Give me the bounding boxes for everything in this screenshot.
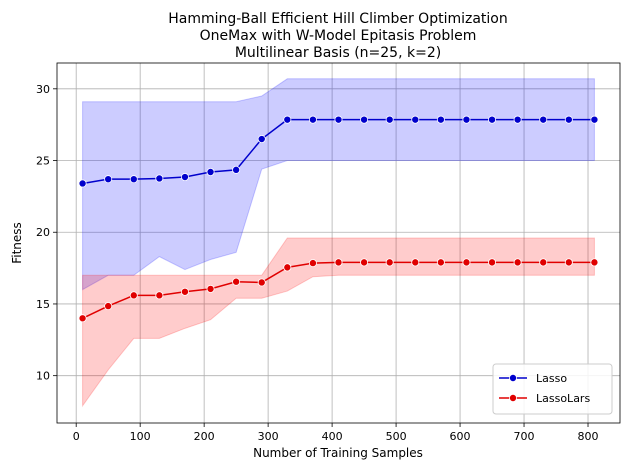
lasso-point bbox=[104, 175, 113, 184]
x-tick-label: 200 bbox=[194, 430, 215, 443]
lasso-point bbox=[129, 175, 138, 184]
lassolars-point bbox=[360, 258, 369, 267]
lassolars-point bbox=[385, 258, 394, 267]
title-line-1: Hamming-Ball Efficient Hill Climber Opti… bbox=[168, 11, 508, 27]
lassolars-point bbox=[411, 258, 420, 267]
lasso-point bbox=[360, 115, 369, 124]
legend-lassolars-label: LassoLars bbox=[536, 392, 590, 405]
lassolars-point bbox=[513, 258, 522, 267]
series-points bbox=[78, 115, 599, 323]
lasso-point bbox=[411, 115, 420, 124]
plot-area-frame bbox=[56, 62, 621, 424]
legend-lasso-label: Lasso bbox=[536, 372, 567, 385]
lassolars-point bbox=[104, 302, 113, 311]
lasso-point bbox=[436, 115, 445, 124]
lassolars-point bbox=[206, 284, 215, 293]
lasso-point bbox=[155, 174, 164, 183]
lassolars-point bbox=[436, 258, 445, 267]
legend-lassolars-marker bbox=[508, 393, 517, 402]
legend: Lasso LassoLars bbox=[492, 363, 613, 415]
x-axis-label: Number of Training Samples bbox=[253, 446, 423, 460]
x-tick-label: 400 bbox=[322, 430, 343, 443]
lasso-point bbox=[564, 115, 573, 124]
legend-box bbox=[492, 363, 613, 415]
lassolars-point bbox=[155, 291, 164, 300]
lassolars-point bbox=[283, 263, 292, 272]
lasso-point bbox=[513, 115, 522, 124]
lassolars-point bbox=[590, 258, 599, 267]
lasso-point bbox=[232, 165, 241, 174]
y-tick-label: 20 bbox=[36, 226, 50, 239]
lasso-point bbox=[488, 115, 497, 124]
lassolars-point bbox=[462, 258, 471, 267]
lassolars-point bbox=[308, 259, 317, 268]
lassolars-band bbox=[82, 237, 595, 408]
y-tick-label: 25 bbox=[36, 155, 50, 168]
x-tick-label: 600 bbox=[450, 430, 471, 443]
lassolars-point bbox=[78, 314, 87, 323]
lassolars-point bbox=[232, 277, 241, 286]
chart-title: Hamming-Ball Efficient Hill Climber Opti… bbox=[168, 11, 508, 61]
lasso-point bbox=[206, 168, 215, 177]
lasso-point bbox=[539, 115, 548, 124]
x-tick-label: 800 bbox=[578, 430, 599, 443]
legend-lasso-marker bbox=[508, 373, 517, 382]
y-tick-label: 15 bbox=[36, 298, 50, 311]
lassolars-point bbox=[488, 258, 497, 267]
x-tick-label: 500 bbox=[386, 430, 407, 443]
y-axis-label: Fitness bbox=[10, 222, 24, 264]
lasso-band bbox=[82, 78, 595, 291]
lassolars-point bbox=[334, 258, 343, 267]
y-axis-ticks: 10 15 20 25 30 bbox=[36, 83, 57, 383]
x-tick-label: 0 bbox=[73, 430, 80, 443]
x-tick-label: 100 bbox=[130, 430, 151, 443]
title-line-3: Multilinear Basis (n=25, k=2) bbox=[235, 45, 441, 61]
lasso-point bbox=[283, 115, 292, 124]
lassolars-point bbox=[129, 291, 138, 300]
lassolars-point bbox=[257, 278, 266, 287]
confidence-bands bbox=[82, 78, 595, 408]
lassolars-point bbox=[564, 258, 573, 267]
x-tick-label: 700 bbox=[514, 430, 535, 443]
lasso-point bbox=[462, 115, 471, 124]
lasso-point bbox=[385, 115, 394, 124]
legend-item-lasso: Lasso bbox=[499, 372, 567, 385]
lassolars-point bbox=[180, 287, 189, 296]
lasso-point bbox=[308, 115, 317, 124]
lasso-point bbox=[590, 115, 599, 124]
y-tick-label: 30 bbox=[36, 83, 50, 96]
lasso-point bbox=[334, 115, 343, 124]
lasso-point bbox=[257, 135, 266, 144]
lasso-point bbox=[180, 173, 189, 182]
lassolars-point bbox=[539, 258, 548, 267]
lasso-point bbox=[78, 179, 87, 188]
title-line-2: OneMax with W-Model Epitasis Problem bbox=[200, 28, 477, 44]
grid bbox=[57, 63, 620, 423]
y-tick-label: 10 bbox=[36, 370, 50, 383]
x-axis-ticks: 0 100 200 300 400 500 600 700 800 bbox=[73, 423, 599, 443]
x-tick-label: 300 bbox=[258, 430, 279, 443]
legend-item-lassolars: LassoLars bbox=[499, 392, 590, 405]
